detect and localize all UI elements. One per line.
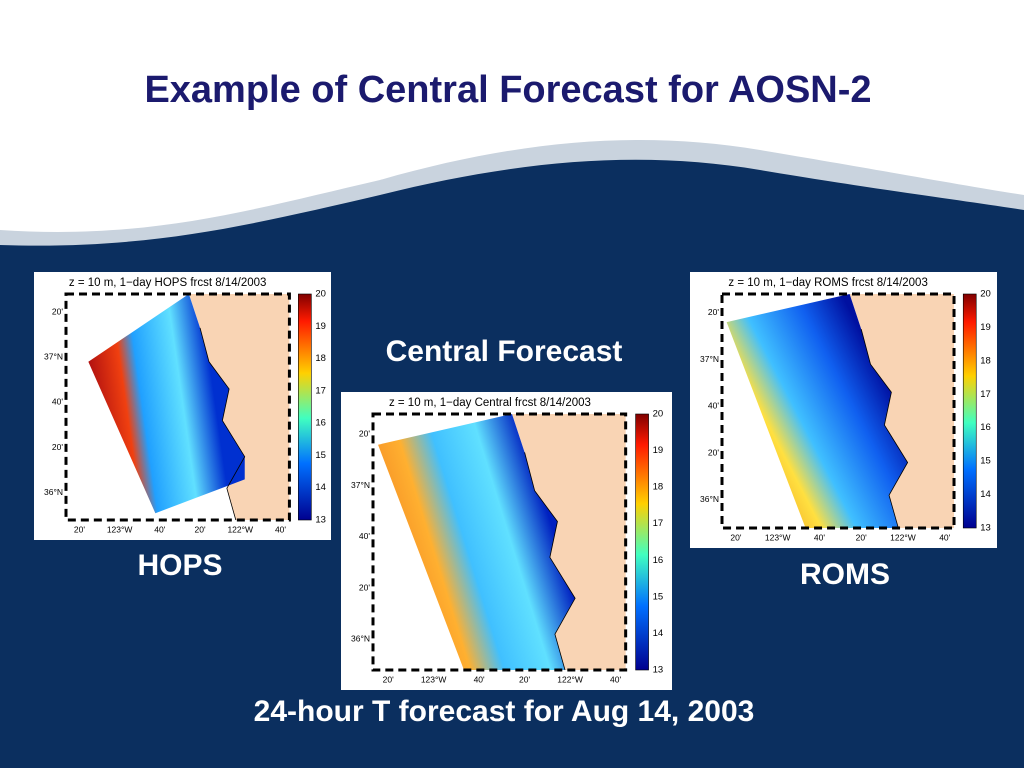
- lat-label: 20': [359, 429, 370, 439]
- lon-label: 40': [814, 532, 825, 542]
- colorbar-label: 19: [653, 445, 664, 456]
- lat-label: 20': [52, 306, 63, 316]
- lon-label: 20': [383, 674, 394, 684]
- map-caption: HOPS: [137, 549, 222, 582]
- colorbar: [962, 293, 977, 529]
- coastline: [524, 452, 576, 671]
- map-title: z = 10 m, 1−day Central frcst 8/14/2003: [389, 397, 591, 409]
- colorbar-label: 15: [980, 456, 991, 467]
- colorbar-label: 16: [315, 418, 326, 429]
- lon-label: 40': [939, 532, 950, 542]
- lon-label: 20': [519, 674, 530, 684]
- colorbar-label: 16: [980, 422, 991, 433]
- lat-label: 20': [708, 447, 719, 457]
- land: [188, 294, 290, 520]
- colorbar-label: 13: [980, 523, 991, 534]
- colorbar-label: 13: [315, 515, 326, 526]
- slide-title: Example of Central Forecast for AOSN-2: [144, 69, 871, 111]
- map-title: z = 10 m, 1−day ROMS frcst 8/14/2003: [728, 277, 927, 289]
- colorbar-label: 15: [653, 591, 664, 602]
- lon-label: 40': [610, 674, 621, 684]
- lon-label: 123°W: [765, 532, 791, 542]
- lat-label: 37°N: [351, 480, 370, 490]
- lon-label: 122°W: [227, 524, 253, 534]
- colorbar-label: 18: [653, 482, 664, 493]
- colorbar: [635, 413, 649, 671]
- ocean-field: [726, 294, 908, 528]
- colorbar-label: 16: [653, 555, 664, 566]
- lat-label: 36°N: [351, 634, 370, 644]
- land: [849, 294, 955, 528]
- colorbar-label: 20: [315, 289, 326, 300]
- colorbar-label: 15: [315, 450, 326, 461]
- lon-label: 40': [154, 524, 165, 534]
- colorbar-label: 17: [315, 385, 326, 396]
- lon-label: 123°W: [421, 674, 447, 684]
- map-frame: [371, 412, 628, 672]
- lat-label: 40': [708, 401, 719, 411]
- lon-label: 40': [275, 524, 286, 534]
- colorbar-label: 20: [653, 409, 664, 420]
- colorbar: [298, 293, 312, 521]
- lat-label: 20': [52, 442, 63, 452]
- lat-label: 20': [708, 307, 719, 317]
- colorbar-label: 19: [315, 321, 326, 332]
- colorbar-label: 17: [980, 389, 991, 400]
- lon-label: 40': [474, 674, 485, 684]
- map-frame: [64, 292, 291, 522]
- colorbar-label: 20: [980, 289, 991, 300]
- footer: 24-hour T forecast for Aug 14, 2003: [254, 695, 755, 728]
- lon-label: 20': [74, 524, 85, 534]
- colorbar-label: 19: [980, 322, 991, 333]
- map-title: z = 10 m, 1−day HOPS frcst 8/14/2003: [69, 277, 267, 289]
- colorbar-label: 14: [980, 489, 991, 500]
- lon-label: 20': [730, 532, 741, 542]
- map-caption: ROMS: [800, 558, 890, 591]
- land: [511, 414, 626, 670]
- colorbar-label: 18: [980, 355, 991, 366]
- lon-label: 20': [856, 532, 867, 542]
- lat-label: 40': [52, 397, 63, 407]
- ocean-field: [378, 414, 576, 670]
- lon-label: 20': [195, 524, 206, 534]
- lon-label: 123°W: [107, 524, 133, 534]
- colorbar-label: 13: [653, 665, 664, 676]
- lat-label: 37°N: [44, 352, 63, 362]
- lat-label: 36°N: [44, 487, 63, 497]
- lat-label: 37°N: [700, 354, 719, 364]
- lat-label: 40': [359, 531, 370, 541]
- colorbar-label: 17: [653, 518, 664, 529]
- ocean-field: [88, 294, 245, 514]
- lon-label: 122°W: [557, 674, 583, 684]
- colorbar-label: 18: [315, 353, 326, 364]
- colorbar-label: 14: [653, 628, 664, 639]
- lat-label: 20': [359, 582, 370, 592]
- coastline: [199, 327, 246, 521]
- coastline: [860, 328, 909, 529]
- center-label: Central Forecast: [386, 335, 623, 368]
- colorbar-label: 14: [315, 482, 326, 493]
- lon-label: 122°W: [890, 532, 916, 542]
- lat-label: 36°N: [700, 494, 719, 504]
